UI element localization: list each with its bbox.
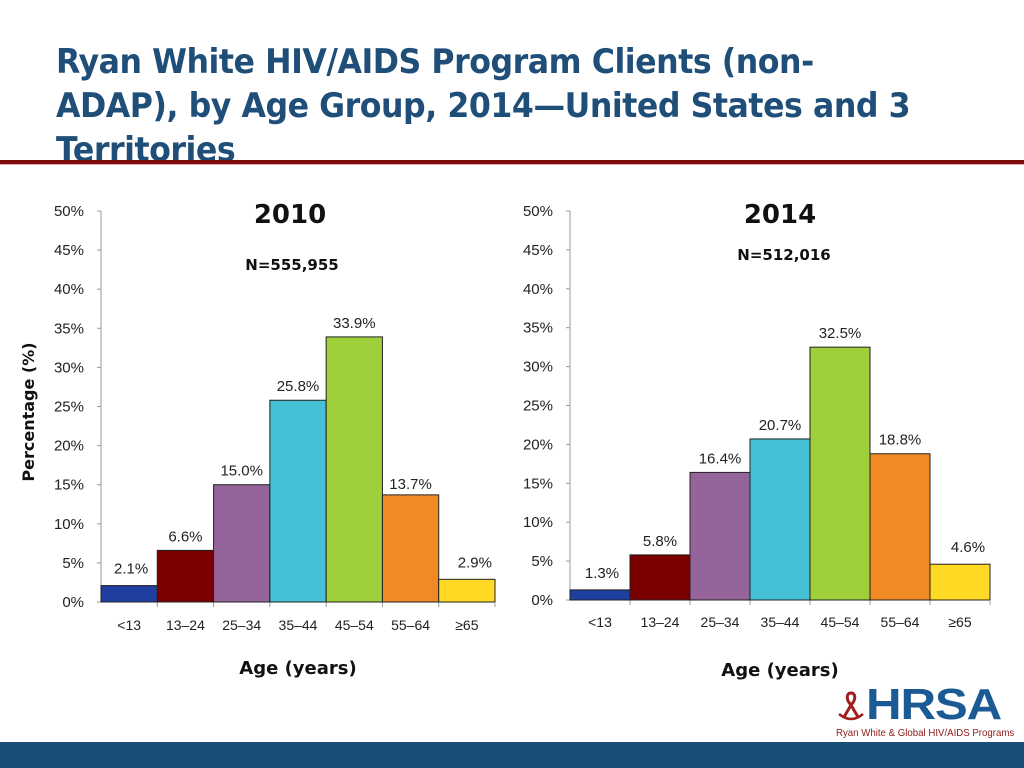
x-tick-label: 55–64 <box>391 617 430 633</box>
y-tick-label: 0% <box>62 594 84 611</box>
data-label: 2.1% <box>114 561 148 578</box>
y-axis-label: Percentage (%) <box>19 342 38 481</box>
ribbon-icon <box>838 691 864 721</box>
data-label: 20.7% <box>759 417 802 434</box>
footer-bar <box>0 742 1024 768</box>
bar-13–24 <box>629 554 691 601</box>
bar-55–64 <box>869 453 931 601</box>
y-tick-label: 10% <box>523 514 553 531</box>
bar-≥65 <box>929 563 991 601</box>
bar-13–24 <box>156 549 215 603</box>
data-label: 15.0% <box>220 463 263 480</box>
data-label: 13.7% <box>389 476 432 493</box>
y-tick-label: 45% <box>523 242 553 259</box>
y-tick-label: 20% <box>523 436 553 453</box>
y-tick-label: 15% <box>54 477 84 494</box>
bar-45–54 <box>325 336 383 603</box>
data-label: 33.9% <box>333 315 376 332</box>
charts: 0% 5% 10% 15% 20% 25% 30% 35% 40% 45% 50% 2.1% <13 6.… <box>19 200 991 681</box>
x-tick-label: <13 <box>588 614 612 630</box>
page-title: Ryan White HIV/AIDS Program Clients (non… <box>56 42 911 170</box>
bar-35–44 <box>749 438 811 601</box>
bar-25–34 <box>213 484 271 603</box>
y-tick-label: 20% <box>54 438 84 455</box>
x-tick-label: 13–24 <box>641 614 680 630</box>
chart-subtitle: N=555,955 <box>245 256 338 274</box>
y-tick-label: 40% <box>523 281 553 298</box>
y-tick-label: 35% <box>54 320 84 337</box>
y-tick-label: 50% <box>54 203 84 220</box>
x-tick-label: 35–44 <box>761 614 800 630</box>
chart-title: 2014 <box>744 200 816 230</box>
y-tick-label: 30% <box>523 359 553 376</box>
x-axis-label: Age (years) <box>239 658 356 679</box>
y-tick-label: 5% <box>62 555 84 572</box>
x-tick-label: ≥65 <box>455 617 478 633</box>
y-tick-label: 40% <box>54 281 84 298</box>
x-tick-label: 13–24 <box>166 617 205 633</box>
y-tick-label: 35% <box>523 320 553 337</box>
data-label: 6.6% <box>168 528 202 545</box>
y-tick-label: 45% <box>54 242 84 259</box>
bar-<13 <box>569 589 631 601</box>
x-axis-label: Age (years) <box>721 660 838 681</box>
chart-title: 2010 <box>254 200 326 230</box>
bar-≥65 <box>438 578 496 603</box>
logo-text: HRSA <box>866 680 1002 729</box>
data-label: 16.4% <box>699 450 742 467</box>
y-tick-label: 25% <box>523 398 553 415</box>
logo-subtitle: Ryan White & Global HIV/AIDS Programs <box>836 727 1015 739</box>
y-tick-label: 25% <box>54 399 84 416</box>
bar-45–54 <box>809 346 871 601</box>
data-label: 25.8% <box>277 378 320 395</box>
x-tick-label: ≥65 <box>948 614 971 630</box>
x-tick-label: 45–54 <box>335 617 374 633</box>
chart-subtitle: N=512,016 <box>737 246 830 264</box>
x-tick-label: 35–44 <box>279 617 318 633</box>
y-tick-label: 50% <box>523 203 553 220</box>
y-tick-label: 5% <box>531 553 553 570</box>
x-tick-label: 25–34 <box>701 614 740 630</box>
title-divider <box>0 160 1024 165</box>
x-tick-label: <13 <box>117 617 141 633</box>
y-tick-label: 15% <box>523 475 553 492</box>
data-label: 4.6% <box>951 539 985 556</box>
data-label: 18.8% <box>879 432 922 449</box>
bar-55–64 <box>381 494 440 603</box>
data-label: 5.8% <box>643 533 677 550</box>
bar-35–44 <box>269 399 327 603</box>
x-tick-label: 55–64 <box>881 614 920 630</box>
y-tick-label: 10% <box>54 516 84 533</box>
data-label: 32.5% <box>819 325 862 342</box>
y-tick-label: 0% <box>531 592 553 609</box>
bar-25–34 <box>689 471 751 601</box>
x-tick-label: 25–34 <box>222 617 261 633</box>
hrsa-logo: HRSA Ryan White & Global HIV/AIDS Progra… <box>836 680 1020 740</box>
bar-<13 <box>100 585 158 603</box>
data-label: 1.3% <box>585 565 619 582</box>
y-tick-label: 30% <box>54 359 84 376</box>
data-label: 2.9% <box>458 554 492 571</box>
x-tick-label: 45–54 <box>821 614 860 630</box>
